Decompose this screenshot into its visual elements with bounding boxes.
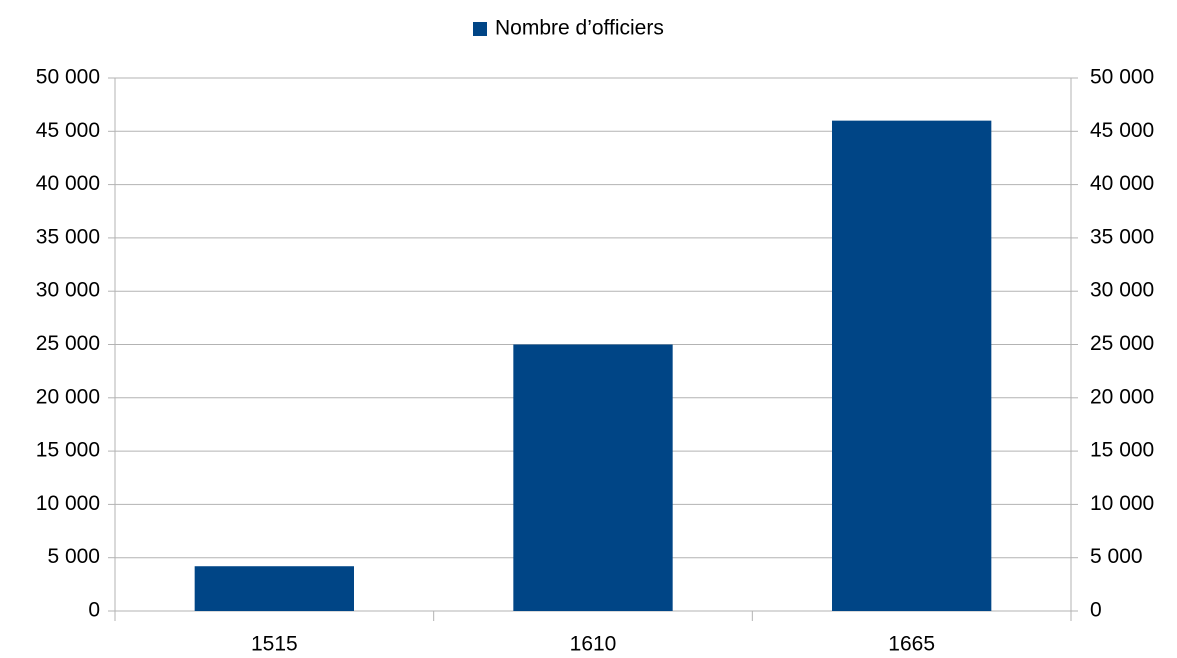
bar: [832, 120, 992, 611]
y-tick-label: 5 000: [47, 545, 100, 568]
y2-tick-label: 35 000: [1090, 225, 1154, 248]
y2-tick-label: 30 000: [1090, 279, 1154, 302]
y2-tick-label: 40 000: [1090, 172, 1154, 195]
y2-tick-label: 10 000: [1090, 492, 1154, 515]
y-tick-label: 45 000: [36, 119, 100, 142]
y2-tick-label: 50 000: [1090, 66, 1154, 89]
y2-tick-label: 45 000: [1090, 119, 1154, 142]
y-tick-label: 25 000: [36, 332, 100, 355]
y2-tick-label: 5 000: [1090, 545, 1143, 568]
y-tick-label: 30 000: [36, 279, 100, 302]
y2-tick-label: 15 000: [1090, 439, 1154, 462]
y-tick-label: 10 000: [36, 492, 100, 515]
bar: [513, 344, 673, 611]
x-tick-label: 1515: [251, 633, 298, 653]
y-tick-label: 40 000: [36, 172, 100, 195]
y-tick-label: 15 000: [36, 439, 100, 462]
y2-tick-label: 20 000: [1090, 385, 1154, 408]
x-tick-label: 1610: [570, 633, 617, 653]
y-tick-label: 50 000: [36, 66, 100, 89]
legend-label: Nombre d’officiers: [495, 17, 664, 40]
x-tick-label: 1665: [888, 633, 935, 653]
legend-swatch: [473, 22, 487, 36]
y-tick-label: 20 000: [36, 385, 100, 408]
y-tick-label: 0: [88, 599, 100, 622]
y2-tick-label: 25 000: [1090, 332, 1154, 355]
y2-tick-label: 0: [1090, 599, 1102, 622]
bar: [194, 566, 354, 611]
y-tick-label: 35 000: [36, 225, 100, 248]
